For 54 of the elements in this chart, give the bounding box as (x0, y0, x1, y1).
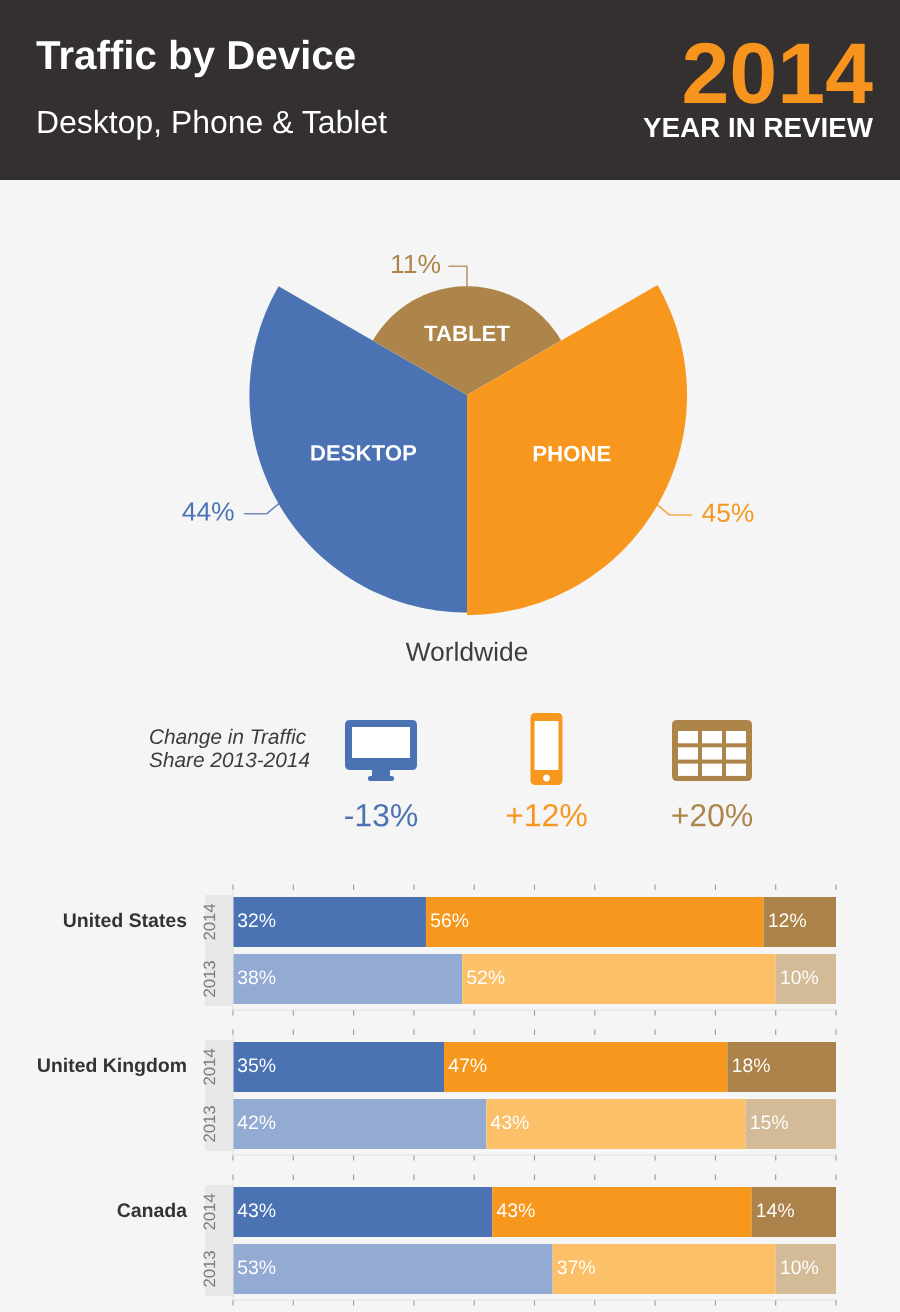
data-label: 38% (237, 970, 276, 985)
bar (745, 1098, 836, 1149)
data-label: 47% (448, 1058, 487, 1073)
text: Worldwide (405, 641, 528, 662)
text: Desktop, Phone & Tablet (38, 109, 387, 140)
category-label: PHONE (533, 445, 611, 462)
data-label: 18% (733, 1058, 770, 1073)
bar (552, 1243, 776, 1294)
text: +20% (672, 803, 753, 827)
bar (763, 896, 836, 947)
bar (751, 1186, 836, 1237)
data-label: 42% (237, 1115, 276, 1130)
y-tick-label: 2014 (203, 903, 216, 940)
data-label: 10% (781, 970, 819, 985)
bar (486, 1098, 746, 1149)
data-label: 15% (751, 1115, 788, 1130)
text: +12% (506, 803, 587, 827)
y-tick-label: 2013 (203, 1251, 216, 1287)
y-tick-label: 2013 (203, 961, 216, 997)
text: Traffic by Device (36, 39, 355, 78)
bar (444, 1041, 728, 1092)
category-label: TABLET (424, 325, 510, 341)
y-tick-label: 2013 (203, 1106, 216, 1142)
data-label: 52% (467, 970, 505, 985)
data-label: 32% (237, 913, 276, 928)
data-label: 43% (237, 1203, 276, 1218)
data-label: 53% (237, 1260, 276, 1275)
text: 2014 (684, 42, 873, 104)
data-label: 43% (490, 1115, 529, 1130)
data-label: 37% (557, 1260, 595, 1275)
bar (775, 1243, 836, 1294)
data-label: 12% (769, 913, 807, 928)
bar (425, 896, 764, 947)
bar (492, 1186, 752, 1237)
data-label: 43% (496, 1203, 535, 1218)
bar (727, 1041, 836, 1092)
data-label: 10% (781, 1260, 819, 1275)
data-label: 11% (392, 254, 441, 274)
text: Change in Traffic Share 2013-2014 (149, 728, 310, 768)
bar (462, 953, 776, 1004)
data-label: 44% (182, 502, 234, 521)
y-tick-label: 2014 (203, 1193, 216, 1230)
y-axis-title: United States (63, 912, 187, 928)
y-tick-label: 2014 (203, 1048, 216, 1085)
text: YEAR IN REVIEW (643, 117, 873, 137)
text: -13% (345, 803, 418, 827)
data-label: 35% (237, 1058, 276, 1073)
category-label: DESKTOP (311, 445, 417, 461)
bar (775, 953, 836, 1004)
data-label: 45% (702, 503, 754, 523)
data-label: 14% (757, 1203, 794, 1218)
y-axis-title: Canada (117, 1202, 188, 1218)
data-label: 56% (430, 913, 469, 928)
y-axis-title: United Kingdom (38, 1057, 186, 1077)
